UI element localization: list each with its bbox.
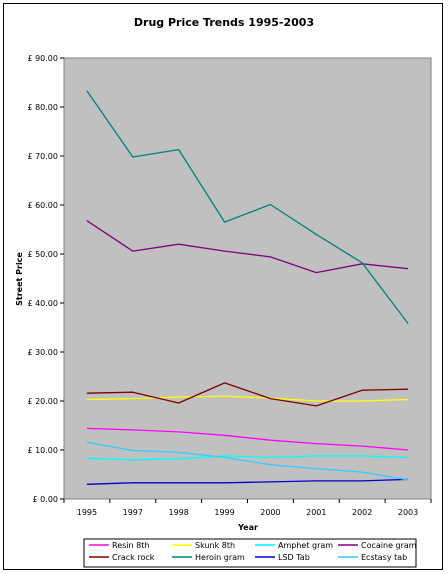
series-line-heroin-gram [86,90,409,324]
x-tick-label: 1997 [123,508,143,517]
y-tick-label: £ 70.00 [27,152,58,161]
plot-area [63,57,432,500]
x-axis: 1995 1997 1998 1999 2000 2001 2002 2003 [63,499,432,517]
series-line-crack-rock [86,382,409,407]
legend-label-lsd-tab: LSD Tab [278,553,310,562]
legend-label-resin-8th: Resin 8th [112,541,149,550]
x-axis-label: Year [237,523,258,532]
legend: Resin 8th Skunk 8th Amphet gram Cocaine gra… [89,541,417,562]
series-line-ecstasy-tab [86,441,409,481]
series-line-lsd-tab [86,478,409,485]
legend-label-amphet-gram: Amphet gram [278,541,333,550]
y-tick-label: £ 50.00 [27,250,58,259]
y-tick-label: £ 90.00 [27,54,58,63]
y-tick-label: £ 0.00 [33,495,58,504]
legend-label-ecstasy-tab: Ecstasy tab [361,553,407,562]
x-tick-label: 2002 [352,508,372,517]
series-line-resin-8th [86,427,409,451]
y-tick-label: £ 20.00 [27,397,58,406]
y-tick-label: £ 10.00 [27,446,58,455]
series-line-cocaine-gram [86,220,409,274]
x-tick-label: 1999 [214,508,234,517]
legend-label-crack-rock: Crack rock [112,553,155,562]
legend-box [83,538,417,568]
y-tick-label: £ 30.00 [27,348,58,357]
x-tick-label: 2001 [306,508,326,517]
y-axis: £ 0.00 £ 10.00 £ 20.00 £ 30.00 £ 40.00 £ 50.0… [27,54,64,504]
x-tick-label: 2000 [260,508,280,517]
y-axis-label: Street Price [15,252,24,306]
chart-title: Drug Price Trends 1995-2003 [134,16,314,29]
series-line-skunk-8th [86,395,409,402]
y-tick-label: £ 80.00 [27,103,58,112]
legend-label-cocaine-gram: Cocaine gram [361,541,417,550]
y-tick-label: £ 40.00 [27,299,58,308]
x-tick-label: 1995 [77,508,97,517]
y-tick-label: £ 60.00 [27,201,58,210]
series-lines [86,90,409,485]
legend-label-heroin-gram: Heroin gram [195,553,245,562]
x-tick-label: 1998 [169,508,189,517]
x-tick-label: 2003 [398,508,418,517]
series-line-amphet-gram [86,455,409,461]
legend-label-skunk-8th: Skunk 8th [195,541,235,550]
